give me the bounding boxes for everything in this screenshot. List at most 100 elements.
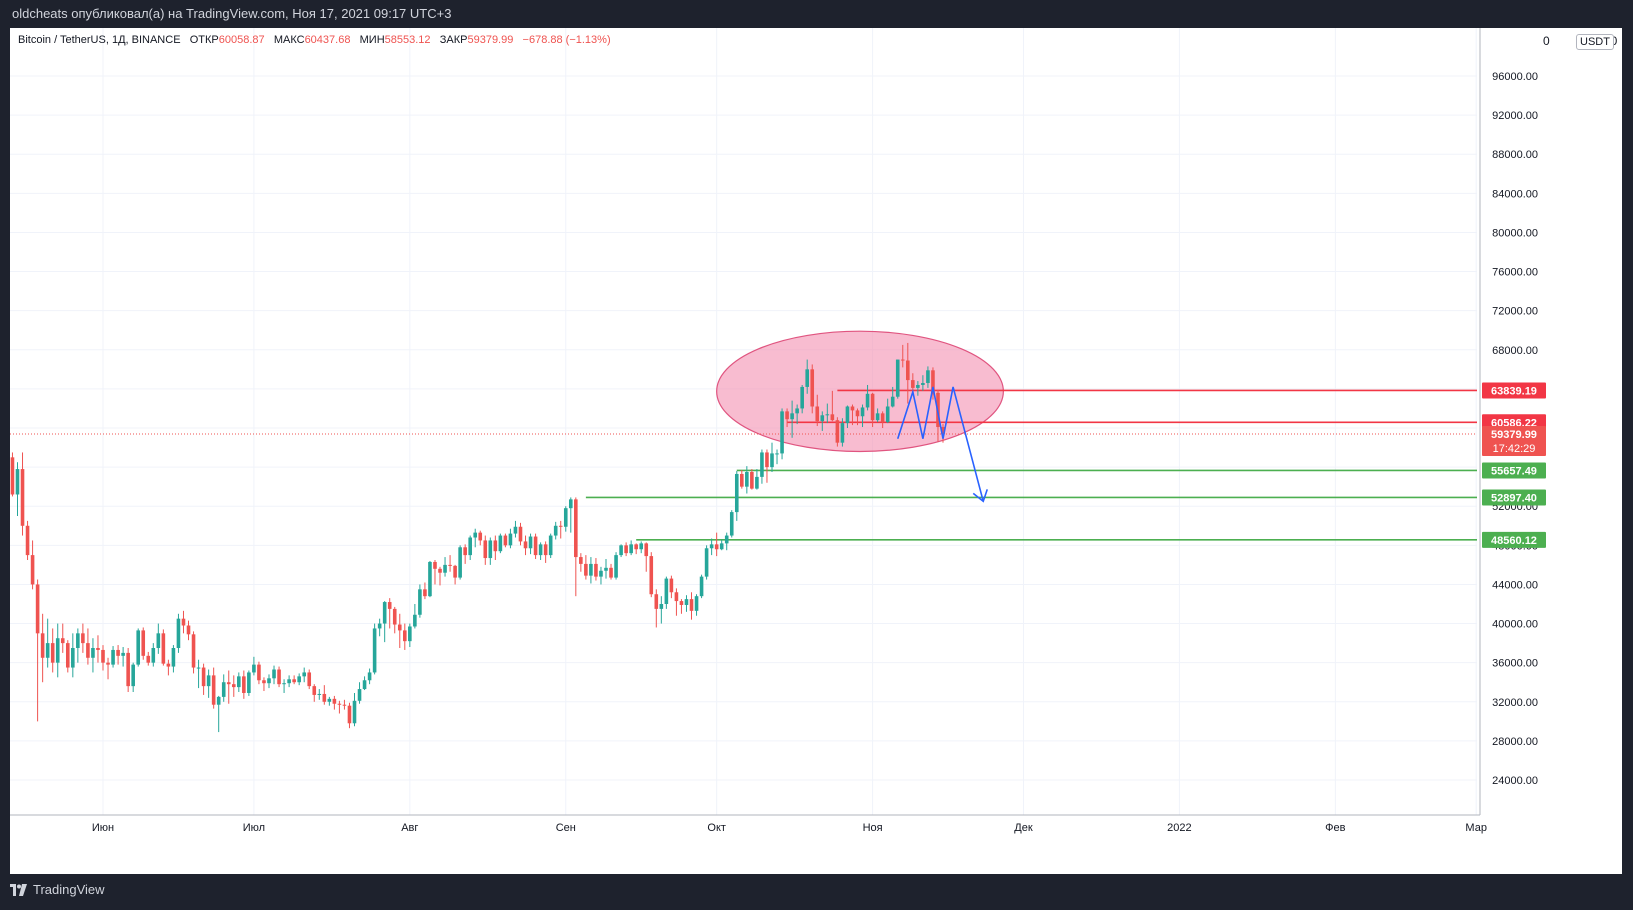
candle-body	[498, 535, 503, 552]
candle-body	[614, 555, 618, 578]
ohlc-legend: Bitcoin / TetherUS, 1Д, BINANCE ОТКР6005…	[18, 34, 611, 46]
candle-body	[488, 540, 493, 559]
candle-body	[367, 672, 372, 681]
open-value: 60058.87	[218, 34, 265, 46]
change-value: −678.88 (−1.13%)	[522, 34, 611, 46]
tradingview-logo-icon	[10, 883, 27, 896]
price-tick-label: 32000.00	[1492, 697, 1538, 709]
candle-body	[563, 508, 568, 527]
level-price-tag-box	[1482, 531, 1546, 548]
bar-countdown: 17:42:29	[1493, 443, 1536, 455]
candle-body	[453, 565, 457, 578]
candle-body	[785, 411, 789, 420]
candle-body	[76, 633, 80, 648]
current-price-tag: 59379.99	[1491, 429, 1537, 441]
candle-body	[292, 679, 296, 683]
candle-body	[579, 557, 583, 564]
candle-body	[840, 423, 845, 443]
candle-body	[151, 648, 156, 663]
candle-body	[312, 686, 317, 695]
candle-body	[191, 634, 196, 668]
tradingview-brand: TradingView	[33, 882, 105, 897]
price-tick-label: 28000.00	[1492, 736, 1538, 748]
candle-body	[201, 667, 206, 687]
candle-body	[156, 633, 161, 648]
candle-body	[548, 535, 553, 556]
candle-body	[815, 406, 820, 422]
candle-body	[825, 414, 830, 416]
candle-body	[171, 648, 176, 667]
candle-body	[221, 682, 226, 697]
highlight-zone-ellipse[interactable]	[716, 330, 1004, 453]
candle-body	[619, 545, 623, 556]
candle-body	[911, 380, 915, 388]
candle-body	[820, 415, 825, 422]
candle-body	[463, 547, 467, 556]
candle-body	[478, 532, 483, 541]
candle-body	[297, 676, 301, 683]
candle-body	[865, 393, 870, 408]
candle-body	[408, 626, 412, 642]
candle-body	[835, 420, 840, 443]
candle-body	[136, 630, 141, 665]
level-price-tag-box	[1482, 382, 1546, 399]
candle-body	[116, 649, 120, 656]
candle-body	[724, 535, 729, 544]
candle-body	[906, 360, 910, 381]
price-tick-label: 80000.00	[1492, 227, 1538, 239]
candle-body	[669, 578, 674, 593]
candle-body	[25, 525, 30, 556]
candle-body	[518, 526, 523, 542]
candle-body	[106, 662, 110, 665]
chart-panel[interactable]: 96000.00 92000.00 88000.00 84000.00 80000.00…	[10, 28, 1622, 874]
candle-body	[121, 652, 125, 656]
candle-body	[372, 628, 377, 673]
candle-body	[604, 567, 608, 571]
candle-body	[91, 648, 95, 658]
open-label: ОТКР	[189, 34, 219, 46]
candle-body	[699, 576, 704, 597]
candle-body	[649, 556, 654, 595]
candle-body	[528, 536, 533, 549]
candle-body	[111, 649, 115, 665]
candle-body	[684, 599, 689, 605]
candle-body	[689, 599, 694, 611]
candle-body	[584, 563, 588, 576]
candle-body	[272, 669, 276, 679]
candle-body	[810, 369, 815, 407]
candle-body	[397, 624, 402, 631]
candle-body	[795, 408, 799, 414]
candle-body	[86, 643, 90, 658]
projection-path[interactable]	[896, 386, 985, 502]
candle-body	[60, 638, 65, 644]
price-tick-label: 84000.00	[1492, 188, 1538, 200]
candle-body	[71, 648, 75, 668]
candle-body	[473, 532, 478, 538]
candle-body	[538, 544, 543, 556]
price-tick-label: 92000.00	[1492, 110, 1538, 122]
candle-body	[433, 561, 437, 569]
level-price-tag: 63839.19	[1491, 385, 1537, 397]
candle-body	[770, 453, 774, 468]
candle-body	[387, 602, 392, 609]
candle-body	[629, 544, 633, 554]
candle-body	[609, 567, 613, 578]
candle-body	[458, 547, 462, 578]
candle-body	[704, 548, 709, 577]
close-label: ЗАКР	[439, 34, 468, 46]
candle-body	[679, 601, 684, 605]
candle-body	[226, 682, 231, 685]
price-chart[interactable]: 96000.00 92000.00 88000.00 84000.00 80000.00…	[10, 28, 1622, 874]
currency-button[interactable]: USDT	[1576, 34, 1614, 50]
candle-body	[357, 689, 362, 701]
candle-body	[870, 393, 875, 421]
candle-body	[161, 633, 166, 664]
candle-body	[428, 561, 432, 597]
level-price-tag-box	[1482, 489, 1546, 506]
price-tick-label: 40000.00	[1492, 619, 1538, 631]
candle-body	[126, 652, 130, 687]
candle-body	[15, 469, 20, 495]
time-tick-label: Мар	[1465, 822, 1487, 834]
candle-body	[931, 370, 935, 393]
tradingview-logo[interactable]: TradingView	[10, 882, 105, 897]
